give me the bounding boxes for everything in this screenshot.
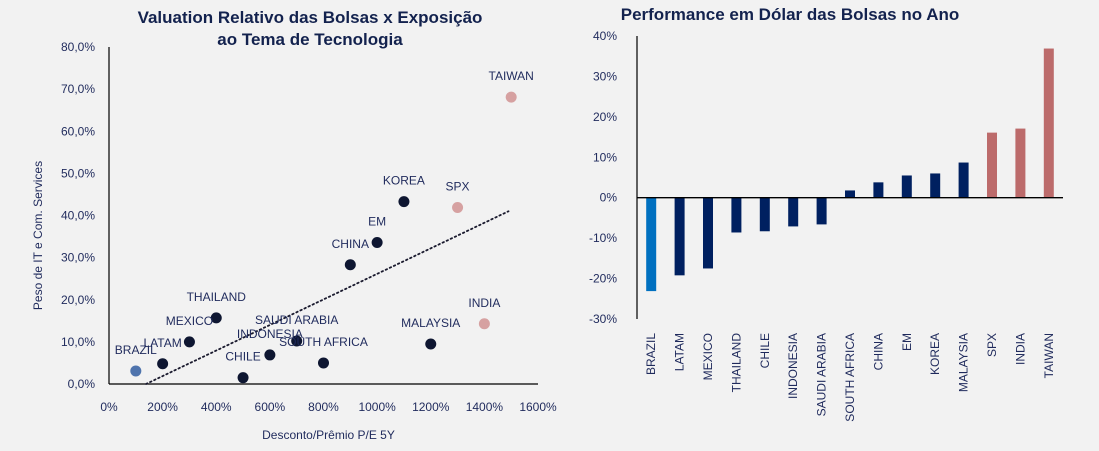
- y-tick-label: 0,0%: [68, 377, 96, 391]
- y-tick-label: -30%: [589, 312, 617, 326]
- point-label: CHINA: [332, 237, 369, 251]
- bar: [930, 173, 941, 198]
- x-tick-label: CHINA: [871, 333, 885, 370]
- x-tick-label: 1000%: [358, 400, 396, 414]
- point-label: CHILE: [225, 350, 260, 364]
- x-tick-label: SPX: [985, 333, 999, 357]
- bar: [731, 197, 742, 233]
- y-tick-label: 10,0%: [61, 335, 95, 349]
- bar: [987, 132, 997, 198]
- scatter-point: [505, 91, 517, 103]
- scatter-point: [183, 336, 195, 348]
- x-tick-label: TAIWAN: [1042, 333, 1056, 378]
- x-tick-label: INDIA: [1013, 333, 1027, 365]
- bar: [703, 197, 713, 269]
- scatter-point: [264, 349, 276, 361]
- scatter-point: [371, 236, 383, 248]
- scatter-point: [452, 201, 464, 213]
- y-tick-label: 40%: [593, 29, 617, 43]
- bar: [1015, 128, 1026, 198]
- y-axis-label: Peso de IT e Com. Services: [31, 161, 45, 310]
- bar: [873, 182, 884, 198]
- point-label: THAILAND: [187, 290, 247, 304]
- point-label: MEXICO: [166, 314, 213, 328]
- bar: [759, 197, 770, 232]
- y-tick-label: 80,0%: [61, 40, 95, 54]
- bar-chart-title: Performance em Dólar das Bolsas no Ano: [620, 5, 960, 24]
- point-label: SPX: [446, 179, 470, 193]
- y-tick-label: 20%: [593, 110, 617, 124]
- y-tick-label: 30%: [593, 69, 617, 83]
- x-tick-label: KOREA: [928, 333, 942, 375]
- scatter-point: [130, 365, 142, 377]
- y-tick-label: 70,0%: [61, 82, 95, 96]
- x-tick-label: MEXICO: [701, 333, 715, 380]
- bar: [845, 190, 855, 198]
- x-tick-label: MALAYSIA: [957, 333, 971, 392]
- bar: [646, 197, 657, 292]
- x-tick-label: 800%: [308, 400, 339, 414]
- x-tick-label: 1200%: [412, 400, 450, 414]
- point-label: INDIA: [468, 296, 500, 310]
- x-tick-label: INDONESIA: [786, 333, 800, 399]
- point-label: BRAZIL: [115, 343, 157, 357]
- scatter-point: [291, 335, 303, 347]
- bar: [958, 162, 969, 198]
- scatter-title-line-2: ao Tema de Tecnologia: [217, 30, 403, 49]
- x-tick-label: 600%: [255, 400, 286, 414]
- scatter-point: [210, 312, 222, 324]
- scatter-point: [237, 372, 249, 384]
- trendline: [145, 210, 510, 385]
- scatter-title-line-1: Valuation Relativo das Bolsas x Exposiçã…: [137, 8, 483, 27]
- point-label: SOUTH AFRICA: [279, 335, 368, 349]
- y-tick-label: -10%: [589, 231, 617, 245]
- x-tick-label: 1600%: [519, 400, 557, 414]
- bar: [901, 175, 912, 198]
- y-tick-label: 60,0%: [61, 124, 95, 138]
- scatter-point: [344, 259, 356, 271]
- bar: [1043, 48, 1054, 198]
- scatter-point: [398, 196, 410, 208]
- point-label: LATAM: [144, 336, 182, 350]
- x-tick-label: SAUDI ARABIA: [815, 333, 829, 416]
- x-tick-label: LATAM: [673, 333, 687, 371]
- bar: [816, 197, 827, 225]
- y-tick-label: 10%: [593, 150, 617, 164]
- bar: [788, 197, 799, 227]
- point-label: TAIWAN: [489, 69, 534, 83]
- x-tick-label: 400%: [201, 400, 232, 414]
- x-tick-label: BRAZIL: [644, 333, 658, 375]
- y-tick-label: 50,0%: [61, 166, 95, 180]
- bar-chart: -30% -20% -10% 0% 10% 20% 30% 40% BRAZIL LATAM MEX…: [589, 29, 1063, 422]
- scatter-chart: 0,0% 10,0% 20,0% 30,0% 40,0% 50,0% 60,0% 70,0% 8…: [31, 40, 557, 442]
- point-label: KOREA: [383, 174, 425, 188]
- scatter-point: [478, 318, 490, 330]
- y-tick-label: 40,0%: [61, 209, 95, 223]
- y-tick-label: 0%: [600, 191, 618, 205]
- x-tick-label: THAILAND: [729, 333, 743, 393]
- y-tick-label: 20,0%: [61, 293, 95, 307]
- point-label: INDONESIA: [237, 327, 303, 341]
- x-tick-label: SOUTH AFRICA: [843, 333, 857, 422]
- point-label: EM: [368, 214, 386, 228]
- bar: [674, 197, 685, 276]
- scatter-chart-title: Valuation Relativo das Bolsas x Exposiçã…: [100, 7, 520, 51]
- scatter-point: [425, 338, 437, 350]
- x-tick-label: 0%: [100, 400, 118, 414]
- y-tick-label: -20%: [589, 272, 617, 286]
- x-axis-label: Desconto/Prêmio P/E 5Y: [262, 428, 395, 442]
- scatter-point: [318, 357, 329, 369]
- scatter-point: [157, 358, 169, 370]
- x-tick-label: EM: [900, 333, 914, 351]
- point-label: MALAYSIA: [401, 316, 460, 330]
- point-label: SAUDI ARABIA: [255, 313, 338, 327]
- x-tick-label: 1400%: [466, 400, 504, 414]
- x-tick-label: CHILE: [758, 333, 772, 368]
- y-tick-label: 30,0%: [61, 251, 95, 265]
- x-tick-label: 200%: [147, 400, 178, 414]
